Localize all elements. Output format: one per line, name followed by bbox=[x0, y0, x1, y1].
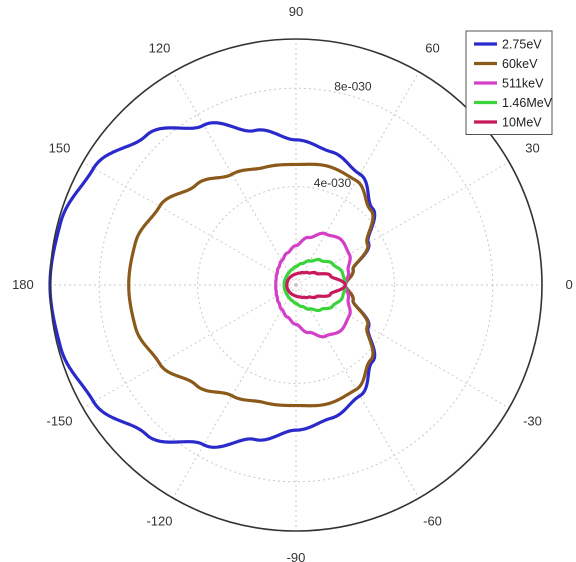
radial-gridline bbox=[98, 87, 494, 483]
angular-gridline bbox=[172, 71, 297, 286]
angular-tick-label: -150 bbox=[47, 414, 73, 429]
angular-tick-label: -120 bbox=[146, 513, 172, 528]
angular-tick-label: -90 bbox=[287, 550, 306, 562]
tick-labels: 0 30 60 90 120 150 180 -150 -120 -90 -60 -30 4e-030 8… bbox=[12, 4, 573, 562]
legend-label: 10MeV bbox=[502, 116, 542, 130]
plot-series bbox=[48, 121, 377, 449]
radial-tick-label: 4e-030 bbox=[314, 176, 352, 190]
angular-gridline bbox=[82, 284, 297, 409]
radial-tick-label: 8e-030 bbox=[334, 80, 372, 94]
angular-gridline bbox=[172, 284, 297, 499]
angular-tick-label: 120 bbox=[149, 41, 171, 56]
legend: 2.75eV 60keV 511keV 1.46MeV 10MeV bbox=[465, 30, 553, 135]
legend-label: 1.46MeV bbox=[502, 96, 553, 110]
angular-tick-label: 0 bbox=[565, 277, 572, 292]
angular-gridline bbox=[82, 161, 297, 286]
angular-tick-label: 180 bbox=[12, 277, 34, 292]
outer-ring bbox=[49, 38, 543, 532]
angular-gridline bbox=[295, 284, 420, 499]
angular-tick-label: -30 bbox=[523, 414, 542, 429]
legend-label: 60keV bbox=[502, 57, 538, 71]
legend-label: 511keV bbox=[502, 77, 544, 91]
angular-tick-label: 150 bbox=[49, 140, 71, 155]
outer-boundary-circle bbox=[49, 38, 543, 532]
radial-gridline bbox=[197, 186, 395, 384]
angular-tick-label: 60 bbox=[425, 41, 439, 56]
angular-tick-label: 30 bbox=[525, 140, 539, 155]
legend-label: 2.75eV bbox=[502, 38, 542, 52]
angular-tick-label: -60 bbox=[423, 513, 442, 528]
angular-tick-label: 90 bbox=[289, 4, 303, 19]
series-line-10mev bbox=[285, 270, 347, 300]
angular-gridline bbox=[295, 71, 420, 286]
